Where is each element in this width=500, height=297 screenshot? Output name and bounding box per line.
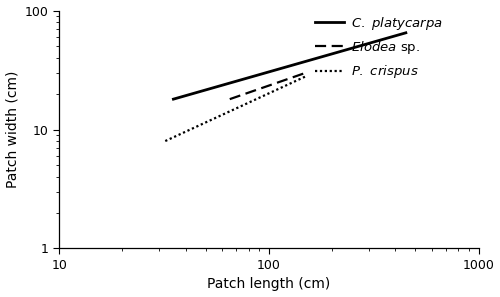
Legend: $\it{C.}$ $\it{platycarpa}$, $\it{Elodea}$ sp., $\it{P.}$ $\it{crispus}$: $\it{C.}$ $\it{platycarpa}$, $\it{Elodea… bbox=[316, 15, 443, 80]
X-axis label: Patch length (cm): Patch length (cm) bbox=[208, 277, 330, 291]
Y-axis label: Patch width (cm): Patch width (cm) bbox=[6, 71, 20, 188]
